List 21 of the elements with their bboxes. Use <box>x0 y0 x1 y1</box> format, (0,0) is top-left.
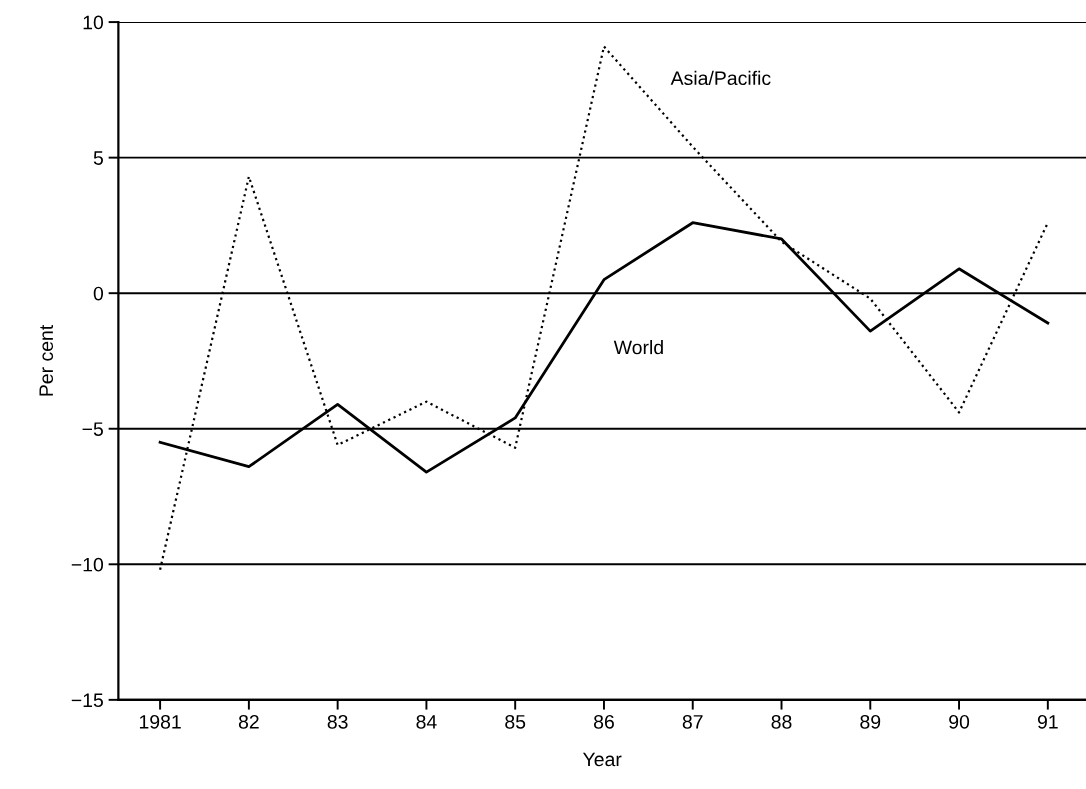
y-tick-label: −15 <box>71 693 103 708</box>
x-axis-title: Year <box>582 752 622 767</box>
x-tick-label: 83 <box>327 714 348 729</box>
x-tick-label: 89 <box>860 714 881 729</box>
x-tick-label: 85 <box>505 714 526 729</box>
x-tick-label: 91 <box>1037 714 1058 729</box>
text: World <box>613 340 663 355</box>
x-tick-label: 86 <box>593 714 614 729</box>
y-tick-label: 0 <box>93 286 104 301</box>
y-tick-label: −5 <box>82 422 103 436</box>
x-tick-label: 82 <box>238 714 259 729</box>
y-axis-title: Per cent <box>39 324 54 396</box>
x-tick-label: 84 <box>416 714 437 729</box>
y-tick-label: 5 <box>93 151 103 165</box>
y-tick-label: −10 <box>71 557 104 572</box>
x-tick-label: 1981 <box>139 714 181 729</box>
x-tick-label: 87 <box>682 714 703 729</box>
x-tick-label: 90 <box>949 714 970 729</box>
y-tick-label: 10 <box>83 15 104 30</box>
x-tick-label: 88 <box>771 714 792 729</box>
series-label: Asia/Pacific <box>670 70 771 86</box>
